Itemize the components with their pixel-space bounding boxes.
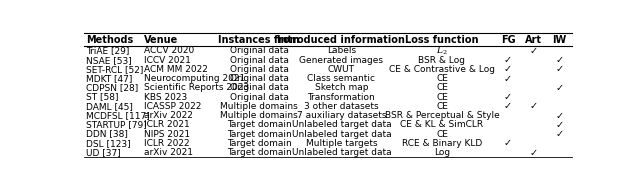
Text: DDN [38]: DDN [38] — [86, 130, 128, 139]
Text: CDPSN [28]: CDPSN [28] — [86, 83, 138, 92]
Text: CE: CE — [436, 130, 448, 139]
Text: Multiple targets: Multiple targets — [305, 139, 377, 148]
Text: Venue: Venue — [144, 35, 178, 45]
Text: ✓: ✓ — [555, 120, 563, 130]
Text: Class semantic: Class semantic — [307, 74, 376, 83]
Text: ICLR 2021: ICLR 2021 — [144, 120, 189, 129]
Text: Unlabeled target data: Unlabeled target data — [292, 130, 391, 139]
Text: Multiple domains: Multiple domains — [220, 102, 298, 111]
Text: Introduced information: Introduced information — [278, 35, 405, 45]
Text: RCE & Binary KLD: RCE & Binary KLD — [402, 139, 482, 148]
Text: Generated images: Generated images — [300, 56, 383, 65]
Text: ACCV 2020: ACCV 2020 — [144, 46, 194, 55]
Text: Target domain: Target domain — [227, 130, 292, 139]
Text: Original data: Original data — [230, 93, 289, 102]
Text: Unlabeled target data: Unlabeled target data — [292, 120, 391, 129]
Text: BSR & Log: BSR & Log — [419, 56, 465, 65]
Text: Original data: Original data — [230, 65, 289, 74]
Text: NSAE [53]: NSAE [53] — [86, 56, 132, 65]
Text: 7 auxiliary datasets: 7 auxiliary datasets — [297, 111, 386, 120]
Text: IW: IW — [552, 35, 566, 45]
Text: Loss function: Loss function — [405, 35, 479, 45]
Text: ✓: ✓ — [555, 111, 563, 121]
Text: Target domain: Target domain — [227, 148, 292, 157]
Text: Methods: Methods — [86, 35, 133, 45]
Text: CE: CE — [436, 83, 448, 92]
Text: ✓: ✓ — [504, 74, 512, 84]
Text: ✓: ✓ — [504, 92, 512, 102]
Text: CWUT: CWUT — [328, 65, 355, 74]
Text: ✓: ✓ — [555, 55, 563, 65]
Text: DAML [45]: DAML [45] — [86, 102, 133, 111]
Text: Original data: Original data — [230, 56, 289, 65]
Text: Labels: Labels — [327, 46, 356, 55]
Text: ✓: ✓ — [529, 101, 538, 111]
Text: MDKT [47]: MDKT [47] — [86, 74, 132, 83]
Text: FG: FG — [500, 35, 515, 45]
Text: Original data: Original data — [230, 74, 289, 83]
Text: ST [58]: ST [58] — [86, 93, 118, 102]
Text: ✓: ✓ — [504, 64, 512, 74]
Text: Art: Art — [525, 35, 542, 45]
Text: NIPS 2021: NIPS 2021 — [144, 130, 190, 139]
Text: ICLR 2022: ICLR 2022 — [144, 139, 189, 148]
Text: ICCV 2021: ICCV 2021 — [144, 56, 191, 65]
Text: CE: CE — [436, 93, 448, 102]
Text: ICASSP 2022: ICASSP 2022 — [144, 102, 201, 111]
Text: Target domain: Target domain — [227, 139, 292, 148]
Text: ✓: ✓ — [555, 83, 563, 93]
Text: UD [37]: UD [37] — [86, 148, 121, 157]
Text: $L_2$: $L_2$ — [436, 45, 448, 57]
Text: ✓: ✓ — [555, 129, 563, 139]
Text: Original data: Original data — [230, 46, 289, 55]
Text: CE: CE — [436, 102, 448, 111]
Text: CE: CE — [436, 74, 448, 83]
Text: Sketch map: Sketch map — [315, 83, 368, 92]
Text: MCDFSL [117]: MCDFSL [117] — [86, 111, 150, 120]
Text: SET-RCL [52]: SET-RCL [52] — [86, 65, 143, 74]
Text: ✓: ✓ — [504, 101, 512, 111]
Text: CE & KL & SimCLR: CE & KL & SimCLR — [401, 120, 483, 129]
Text: TriAE [29]: TriAE [29] — [86, 46, 129, 55]
Text: CE & Contrastive & Log: CE & Contrastive & Log — [389, 65, 495, 74]
Text: 3 other datasets: 3 other datasets — [304, 102, 379, 111]
Text: Multiple domains: Multiple domains — [220, 111, 298, 120]
Text: Instances from: Instances from — [218, 35, 300, 45]
Text: Target domain: Target domain — [227, 120, 292, 129]
Text: BSR & Perceptual & Style: BSR & Perceptual & Style — [385, 111, 499, 120]
Text: Log: Log — [434, 148, 450, 157]
Text: Neurocomputing 2021: Neurocomputing 2021 — [144, 74, 245, 83]
Text: arXiv 2021: arXiv 2021 — [144, 148, 193, 157]
Text: ✓: ✓ — [529, 46, 538, 56]
Text: ✓: ✓ — [529, 148, 538, 158]
Text: Scientific Reports 2023: Scientific Reports 2023 — [144, 83, 249, 92]
Text: Original data: Original data — [230, 83, 289, 92]
Text: ✓: ✓ — [555, 64, 563, 74]
Text: ✓: ✓ — [504, 55, 512, 65]
Text: Unlabeled target data: Unlabeled target data — [292, 148, 391, 157]
Text: Transformation: Transformation — [308, 93, 375, 102]
Text: ✓: ✓ — [504, 138, 512, 148]
Text: ACM MM 2022: ACM MM 2022 — [144, 65, 208, 74]
Text: arXiv 2022: arXiv 2022 — [144, 111, 193, 120]
Text: KBS 2023: KBS 2023 — [144, 93, 187, 102]
Text: DSL [123]: DSL [123] — [86, 139, 131, 148]
Text: STARTUP [79]: STARTUP [79] — [86, 120, 147, 129]
